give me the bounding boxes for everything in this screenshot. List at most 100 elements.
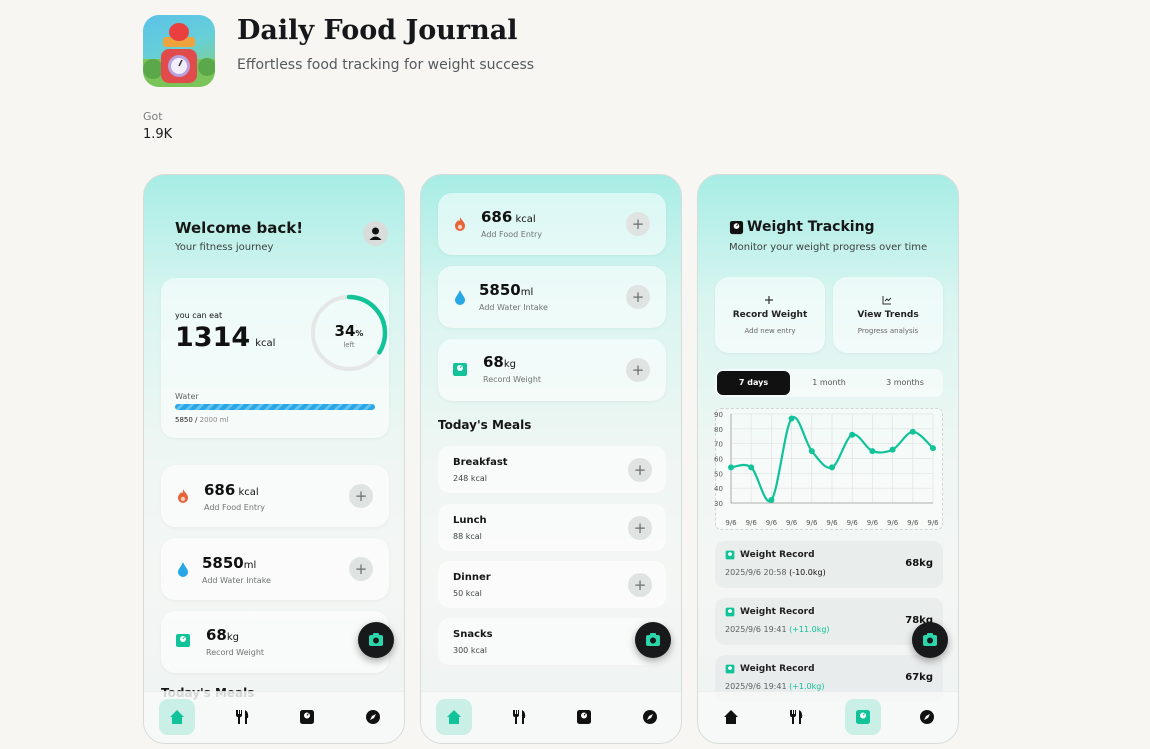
add-water-button[interactable]: + <box>349 557 373 581</box>
x-tick-label: 9/6 <box>907 519 919 527</box>
record-title: Weight Record <box>740 607 815 617</box>
weight-entry-card[interactable]: 68kg Record Weight <box>161 611 389 673</box>
water-ml-value: 5850ml <box>479 281 534 299</box>
camera-fab[interactable] <box>635 622 671 658</box>
percent-left: 34% <box>334 322 364 340</box>
meal-name: Dinner <box>453 572 491 583</box>
food-entry-card[interactable]: 686 kcal Add Food Entry + <box>438 193 666 255</box>
record-value: 68kg <box>905 558 933 569</box>
scale-icon <box>176 634 190 647</box>
y-tick-label: 50 <box>714 470 723 478</box>
weight-record-item[interactable]: Weight Record 2025/9/6 20:58 (-10.0kg) 6… <box>715 541 943 588</box>
record-weight-action[interactable]: Record Weight Add new entry <box>715 277 825 353</box>
fire-icon <box>178 489 188 503</box>
welcome-subtitle: Your fitness journey <box>175 242 274 253</box>
utensils-icon <box>790 710 803 724</box>
weight-entry-card[interactable]: 68kg Record Weight + <box>438 339 666 401</box>
screenshot-weight: Weight Tracking Monitor your weight prog… <box>697 174 959 744</box>
view-trends-title: View Trends <box>857 310 919 320</box>
add-water-button[interactable]: + <box>626 285 650 309</box>
nav-weight-tab[interactable] <box>289 699 325 735</box>
water-drop-icon <box>178 562 188 577</box>
nav-home-tab[interactable] <box>159 699 195 735</box>
record-title: Weight Record <box>740 664 815 674</box>
record-date: 2025/9/6 20:58 (-10.0kg) <box>725 568 826 577</box>
weight-record-item[interactable]: Weight Record 2025/9/6 19:41 (+11.0kg) 7… <box>715 598 943 645</box>
add-weight-button[interactable]: + <box>626 358 650 382</box>
x-tick-label: 9/6 <box>806 519 818 527</box>
water-progress-bar <box>175 404 375 410</box>
range-tab-1-month[interactable]: 1 month <box>812 378 846 387</box>
app-subtitle: Effortless food tracking for weight succ… <box>237 57 535 73</box>
range-tab-7-days[interactable]: 7 days <box>717 371 790 395</box>
scale-icon <box>725 607 735 617</box>
meal-card-breakfast[interactable]: Breakfast 248 kcal + <box>438 446 666 493</box>
y-tick-label: 90 <box>714 411 723 419</box>
utensils-icon <box>236 710 249 724</box>
home-icon <box>170 710 184 724</box>
weight-data-point <box>808 448 815 455</box>
add-dinner-button[interactable]: + <box>628 573 652 597</box>
record-weight-title: Record Weight <box>732 310 808 320</box>
camera-icon <box>923 633 937 646</box>
add-food-button[interactable]: + <box>349 484 373 508</box>
food-kcal-value: 686 kcal <box>204 481 259 499</box>
downloads-label: Got <box>143 110 163 123</box>
meal-card-dinner[interactable]: Dinner 50 kcal + <box>438 561 666 608</box>
weight-data-point <box>869 448 876 455</box>
meal-kcal: 88 kcal <box>453 532 482 541</box>
meal-name: Breakfast <box>453 457 508 468</box>
nav-weight-tab[interactable] <box>845 699 881 735</box>
add-breakfast-button[interactable]: + <box>628 458 652 482</box>
nav-food-tab[interactable] <box>778 699 814 735</box>
fire-icon <box>455 217 465 231</box>
home-icon <box>447 710 461 724</box>
x-tick-label: 9/6 <box>867 519 879 527</box>
nav-explore-tab[interactable] <box>632 699 668 735</box>
record-value: 67kg <box>905 672 933 683</box>
nav-explore-tab[interactable] <box>355 699 391 735</box>
nav-explore-tab[interactable] <box>909 699 945 735</box>
x-tick-label: 9/6 <box>927 519 939 527</box>
add-lunch-button[interactable]: + <box>628 516 652 540</box>
nav-weight-tab[interactable] <box>566 699 602 735</box>
weight-data-point <box>930 445 936 452</box>
nav-food-tab[interactable] <box>501 699 537 735</box>
nav-food-tab[interactable] <box>224 699 260 735</box>
water-entry-card[interactable]: 5850ml Add Water Intake + <box>161 538 389 600</box>
x-tick-label: 9/6 <box>766 519 778 527</box>
water-intake-label: Add Water Intake <box>479 303 548 312</box>
weight-kg-value: 68kg <box>206 626 240 644</box>
downloads-count: 1.9K <box>143 127 173 142</box>
x-tick-label: 9/6 <box>786 519 798 527</box>
food-entry-label: Add Food Entry <box>481 230 543 239</box>
chart-icon <box>882 296 892 305</box>
utensils-icon <box>513 710 526 724</box>
camera-fab[interactable] <box>358 622 394 658</box>
food-entry-card[interactable]: 686 kcal Add Food Entry + <box>161 465 389 527</box>
record-value: 78kg <box>905 615 933 626</box>
y-tick-label: 40 <box>714 485 723 493</box>
weight-kg-value: 68kg <box>483 353 517 371</box>
nav-home-tab[interactable] <box>713 699 749 735</box>
compass-icon <box>920 710 934 724</box>
nav-home-tab[interactable] <box>436 699 472 735</box>
water-entry-card[interactable]: 5850ml Add Water Intake + <box>438 266 666 328</box>
welcome-title: Welcome back! <box>175 219 304 237</box>
user-icon <box>369 227 382 240</box>
home-icon <box>724 710 738 724</box>
view-trends-action[interactable]: View Trends Progress analysis <box>833 277 943 353</box>
meal-card-lunch[interactable]: Lunch 88 kcal + <box>438 504 666 551</box>
meal-card-snacks[interactable]: Snacks 300 kcal <box>438 618 666 665</box>
add-food-button[interactable]: + <box>626 212 650 236</box>
screenshot-meals: 686 kcal Add Food Entry + 5850ml Add Wat… <box>420 174 682 744</box>
app-logo-scale-icon <box>143 15 215 87</box>
camera-fab[interactable] <box>912 622 948 658</box>
camera-icon <box>369 633 383 646</box>
compass-icon <box>366 710 380 724</box>
water-amount: 5850 / 2000 ml <box>175 416 229 424</box>
y-tick-label: 30 <box>714 500 723 508</box>
weight-data-point <box>748 464 755 471</box>
range-tab-3-months[interactable]: 3 months <box>886 378 924 387</box>
profile-avatar[interactable] <box>363 221 388 246</box>
